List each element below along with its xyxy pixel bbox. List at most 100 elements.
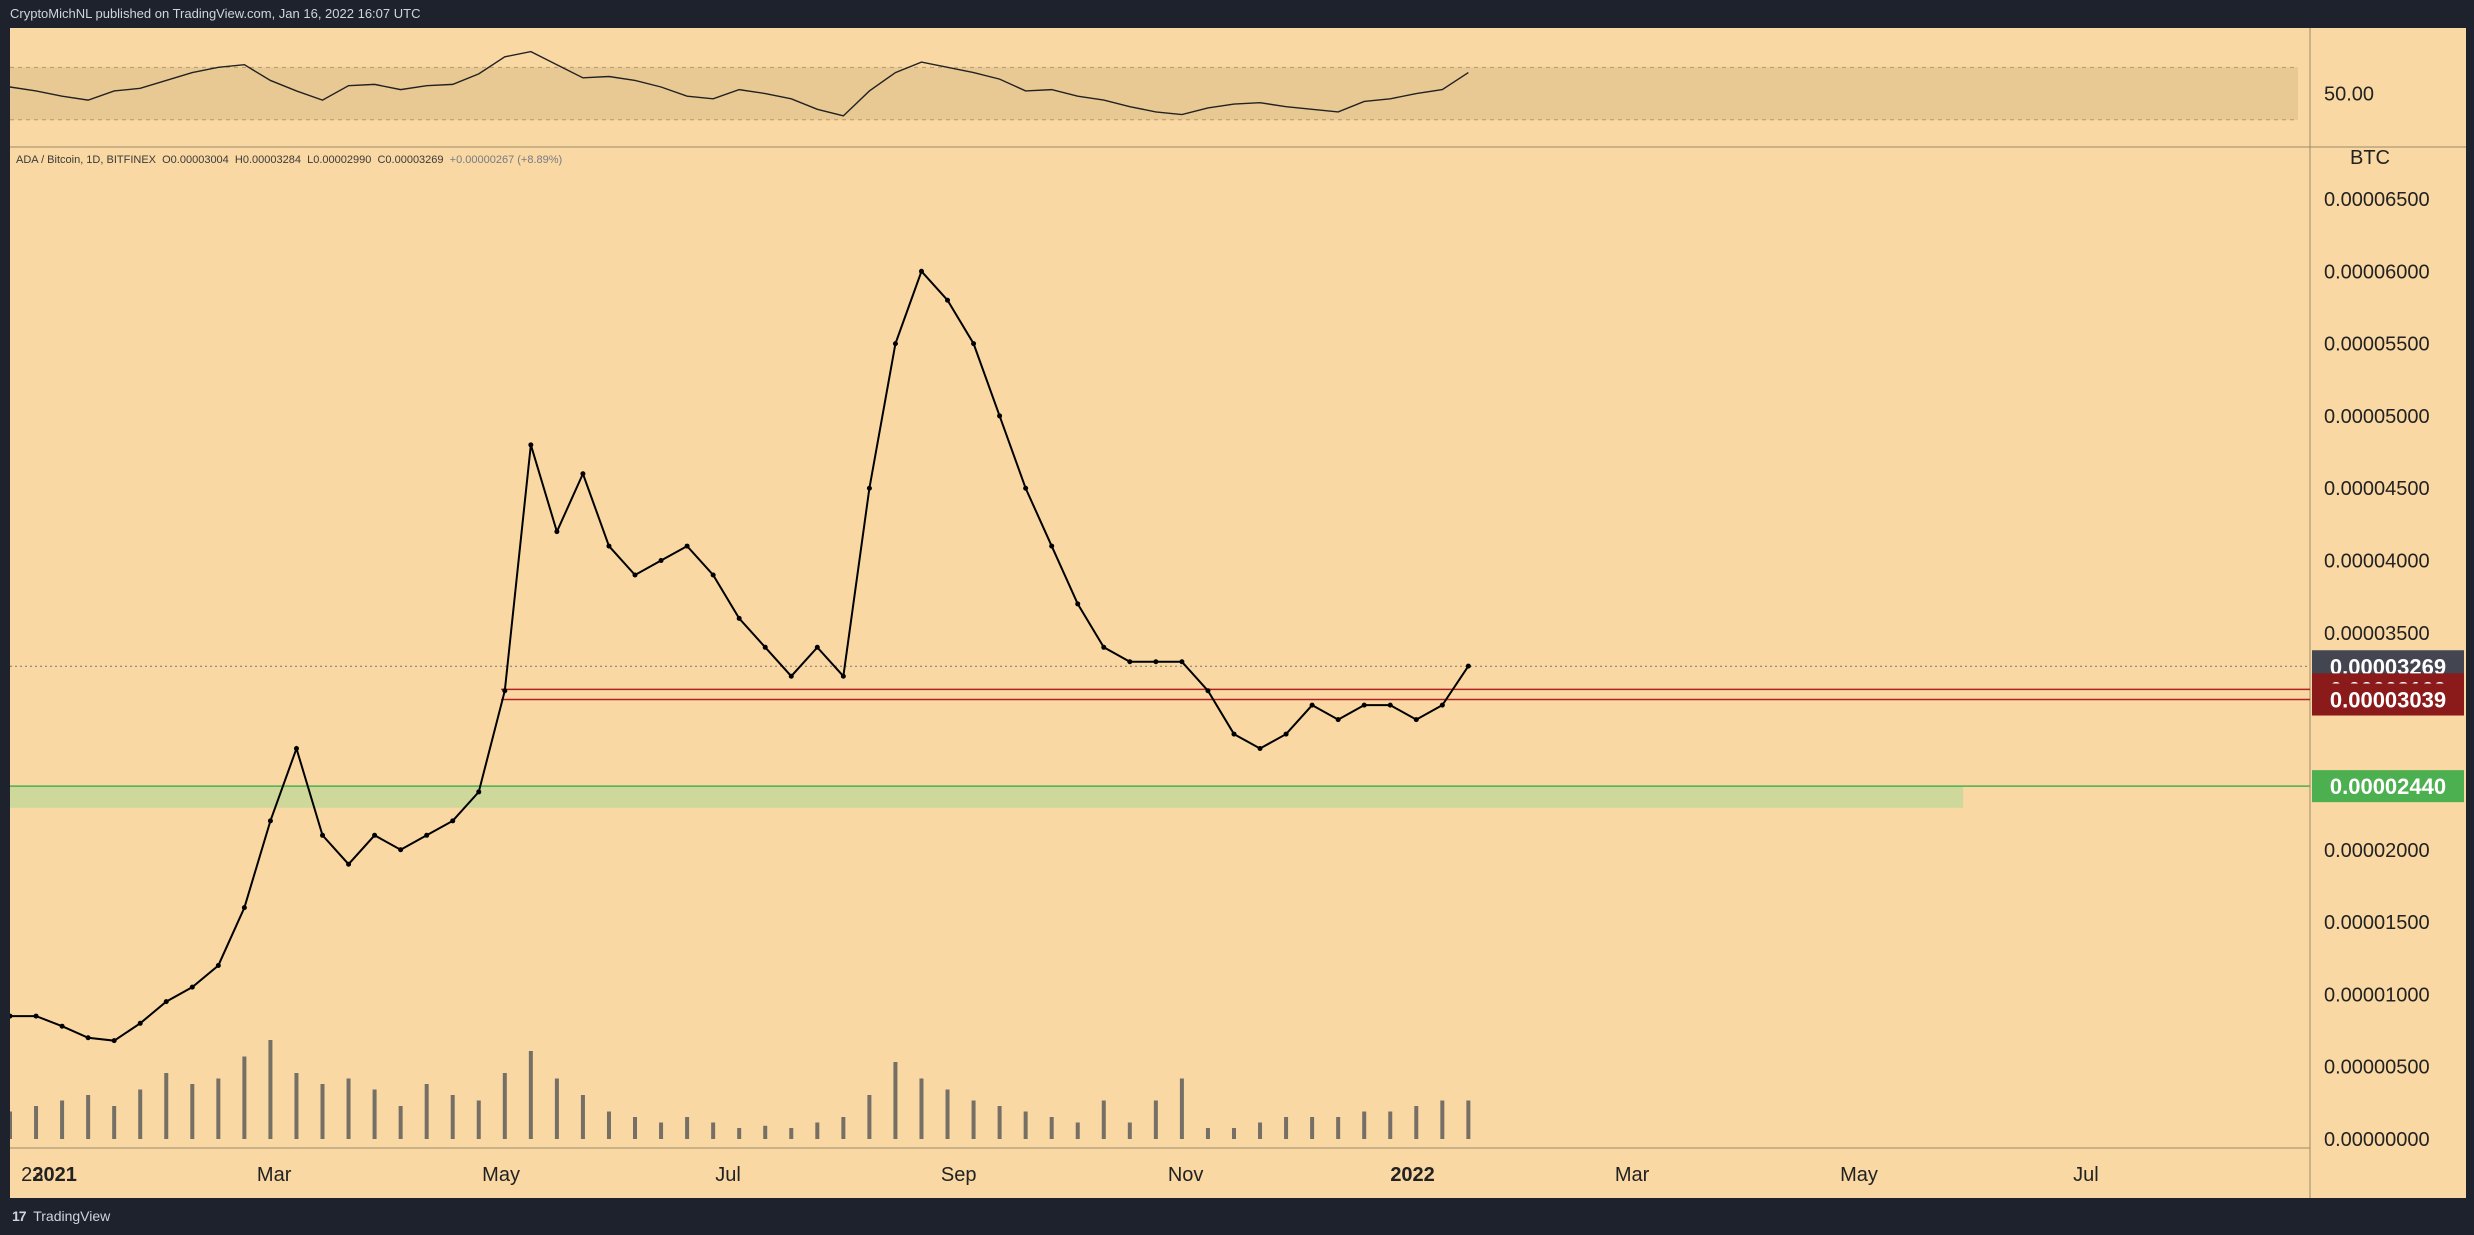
y-tick-label: 0.00005000 <box>2324 406 2430 428</box>
price-point <box>866 485 872 491</box>
price-point <box>241 905 247 911</box>
price-point <box>59 1023 65 1029</box>
volume-bar <box>633 1117 638 1139</box>
volume-bar <box>1284 1117 1289 1139</box>
price-point <box>788 673 794 679</box>
volume-bar <box>112 1106 117 1139</box>
price-point <box>267 818 273 824</box>
volume-bar <box>1153 1100 1158 1139</box>
price-point <box>346 861 352 867</box>
volume-bar <box>997 1106 1002 1139</box>
volume-bar <box>476 1100 481 1139</box>
volume-bar <box>659 1122 664 1139</box>
volume-bar <box>138 1089 143 1139</box>
volume-bar <box>1179 1078 1184 1139</box>
volume-bar <box>398 1106 403 1139</box>
volume-bar <box>893 1062 898 1139</box>
price-point <box>528 442 534 448</box>
published-header: CryptoMichNL published on TradingView.co… <box>0 0 2474 28</box>
volume-bar <box>1310 1117 1315 1139</box>
price-point <box>997 413 1003 419</box>
price-point <box>1075 601 1081 607</box>
price-point <box>710 572 716 578</box>
volume-bar <box>502 1073 507 1139</box>
publication-info: CryptoMichNL published on TradingView.co… <box>10 6 421 21</box>
price-point <box>1205 688 1211 694</box>
volume-bar <box>242 1056 247 1139</box>
tradingview-logo-icon: 17 <box>12 1208 27 1224</box>
low-value: L0.00002990 <box>307 154 372 166</box>
price-point <box>1127 659 1133 665</box>
y-tick-label: 0.00005500 <box>2324 334 2430 356</box>
volume-bar <box>841 1117 846 1139</box>
support-label-bg <box>2312 770 2464 803</box>
volume-bar <box>1231 1128 1236 1139</box>
resistance-bottom-label-bg <box>2312 683 2464 716</box>
price-point <box>1413 717 1419 723</box>
volume-bar <box>971 1100 976 1139</box>
symbol-legend: ADA / Bitcoin, 1D, BITFINEX O0.00003004 … <box>16 154 562 166</box>
x-tick-label: Jul <box>2073 1164 2099 1186</box>
volume-bar <box>606 1111 611 1139</box>
price-point <box>1257 746 1263 752</box>
price-point <box>163 999 169 1005</box>
rsi-tick-label: 50.00 <box>2324 84 2374 106</box>
chart-frame[interactable]: 50.00 BTC 0.00000000 0.00000500 0.00001000 0.… <box>10 28 2466 1198</box>
volume-bar <box>190 1084 195 1139</box>
y-tick-label: 0.00002000 <box>2324 840 2430 862</box>
price-point <box>1387 702 1393 708</box>
chart-svg[interactable]: 50.00 BTC 0.00000000 0.00000500 0.00001000 0.… <box>10 28 2466 1198</box>
price-point <box>215 962 221 968</box>
price-point <box>33 1013 39 1019</box>
price-point <box>1309 702 1315 708</box>
volume-bar <box>1258 1122 1263 1139</box>
y-tick-label: 0.00001000 <box>2324 984 2430 1006</box>
volume-bar <box>763 1125 768 1139</box>
volume-bar <box>1414 1106 1419 1139</box>
price-point <box>840 673 846 679</box>
price-point <box>293 746 299 752</box>
y-tick-label: 0.00004500 <box>2324 478 2430 500</box>
volume-bar <box>1388 1111 1393 1139</box>
tradingview-footer: 17 TradingView <box>0 1198 2474 1235</box>
resistance-bottom-label: 0.00003039 <box>2330 688 2446 713</box>
volume-bar <box>815 1122 820 1139</box>
tradingview-name: TradingView <box>33 1208 111 1224</box>
price-point <box>1049 543 1055 549</box>
high-value: H0.00003284 <box>234 154 301 166</box>
price-point <box>424 832 430 838</box>
y-tick-label: 0.00006500 <box>2324 189 2430 211</box>
price-line <box>10 269 1470 1042</box>
price-point <box>606 543 612 549</box>
volume-bar <box>580 1095 585 1139</box>
x-tick-label: 2022 <box>1390 1164 1435 1186</box>
volume-bar <box>1023 1111 1028 1139</box>
volume-bar <box>1362 1111 1367 1139</box>
price-point <box>1023 485 1029 491</box>
close-value: C0.00003269 <box>377 154 444 166</box>
volume-bar <box>1101 1100 1106 1139</box>
y-tick-label: 0.00000500 <box>2324 1057 2430 1079</box>
y-tick-label: 0.00004000 <box>2324 551 2430 573</box>
tradingview-brand[interactable]: 17 TradingView <box>12 1208 110 1224</box>
price-point <box>1361 702 1367 708</box>
y-axis-label: BTC <box>2350 147 2390 169</box>
volume-bar <box>1049 1117 1054 1139</box>
price-point <box>1231 731 1237 737</box>
volume-bar <box>216 1078 221 1139</box>
price-point <box>398 847 404 853</box>
x-tick-label: May <box>482 1164 520 1186</box>
price-point <box>736 615 742 621</box>
price-point <box>918 268 924 274</box>
volume-bar <box>685 1117 690 1139</box>
price-point <box>1465 663 1471 669</box>
price-point <box>1179 659 1185 665</box>
x-tick-label: Jul <box>715 1164 741 1186</box>
volume-bar <box>867 1095 872 1139</box>
support-zone <box>10 786 1964 808</box>
x-tick-label: May <box>1840 1164 1878 1186</box>
price-point <box>684 543 690 549</box>
price-point <box>320 832 326 838</box>
volume-bar <box>1205 1128 1210 1139</box>
support-label: 0.00002440 <box>2330 774 2446 799</box>
